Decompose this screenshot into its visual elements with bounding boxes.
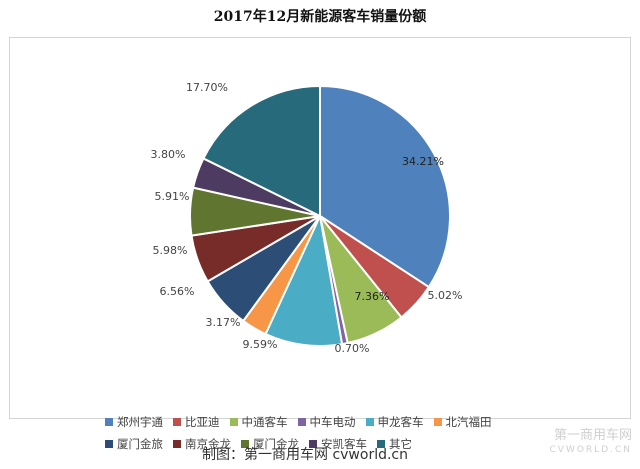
legend: 郑州宇通 比亚迪 中通客车 中车电动 申龙客车 北汽福田 厦门金旅 南京金龙 厦门金龙 安凯客车…: [105, 411, 605, 455]
legend-item: 北汽福田: [433, 411, 492, 433]
data-label-11: 17.70%: [186, 81, 228, 94]
legend-swatch: [105, 418, 113, 426]
legend-item: 厦门金旅: [105, 433, 163, 455]
data-label-3: 7.36%: [355, 290, 390, 303]
legend-item: 厦门金龙: [241, 433, 299, 455]
legend-item: 安凯客车: [309, 433, 367, 455]
legend-swatch: [377, 440, 385, 448]
data-label-10: 3.80%: [151, 148, 186, 161]
data-label-4: 0.70%: [335, 342, 370, 355]
legend-swatch: [433, 418, 442, 426]
credit-text: 制图：第一商用车网 cvworld.cn: [202, 447, 409, 463]
legend-swatch: [309, 440, 317, 448]
pie-slice-5: [264, 212, 344, 347]
legend-swatch: [173, 418, 181, 426]
legend-label: 厦门金龙: [253, 437, 299, 451]
legend-item: 其它: [377, 433, 412, 455]
watermark-sub: CVWORLD.CN: [549, 445, 632, 455]
watermark: 第一商用车网 CVWORLD.CN: [550, 428, 633, 458]
legend-swatch: [297, 418, 306, 426]
legend-swatch: [229, 418, 238, 426]
data-label-9: 5.91%: [155, 190, 190, 203]
legend-item: 申龙客车: [365, 411, 424, 433]
legend-row: 郑州宇通 比亚迪 中通客车 中车电动 申龙客车 北汽福田: [105, 411, 605, 433]
watermark-main: 第一商用车网: [553, 428, 632, 443]
legend-swatch: [173, 440, 181, 448]
data-label-7: 6.56%: [160, 285, 195, 298]
data-label-1: 34.21%: [402, 155, 444, 168]
legend-item: 比亚迪: [173, 411, 220, 433]
legend-item: 南京金龙: [173, 433, 231, 455]
data-label-6: 3.17%: [206, 316, 241, 329]
legend-label: 郑州宇通: [117, 415, 163, 429]
legend-swatch: [365, 418, 374, 426]
pie-chart: 34.21% 5.02% 7.36% 0.70% 9.59%3.17% 6.56% 5.98…: [151, 81, 463, 355]
chart-panel: 34.21% 5.02% 7.36% 0.70% 9.59% 3.17% 6.56% 5.98…: [9, 37, 631, 451]
legend-label: 中通客车: [241, 415, 288, 429]
data-label-5: 9.59%: [243, 338, 278, 351]
legend-label: 中车电动: [309, 415, 356, 429]
legend-item: 中车电动: [297, 411, 356, 433]
legend-label: 南京金龙: [185, 437, 231, 451]
legend-swatch: [105, 440, 113, 448]
chart-title: 2017年12月新能源客车销量份额: [213, 9, 427, 25]
data-label-8: 5.98%: [153, 244, 188, 257]
legend-label: 厦门金旅: [117, 437, 163, 451]
legend-item: 中通客车: [229, 411, 288, 433]
legend-row: 厦门金旅 南京金龙 厦门金龙 安凯客车 其它: [105, 433, 605, 455]
legend-label: 安凯客车: [321, 437, 367, 451]
legend-swatch: [241, 440, 249, 448]
pie-slice-11: [202, 84, 321, 218]
legend-label: 申龙客车: [377, 415, 424, 429]
data-label-2: 5.02%: [428, 289, 463, 302]
legend-label: 其它: [389, 437, 412, 451]
legend-label: 比亚迪: [185, 415, 220, 429]
legend-item: 郑州宇通: [105, 411, 163, 433]
legend-label: 北汽福田: [445, 415, 492, 429]
